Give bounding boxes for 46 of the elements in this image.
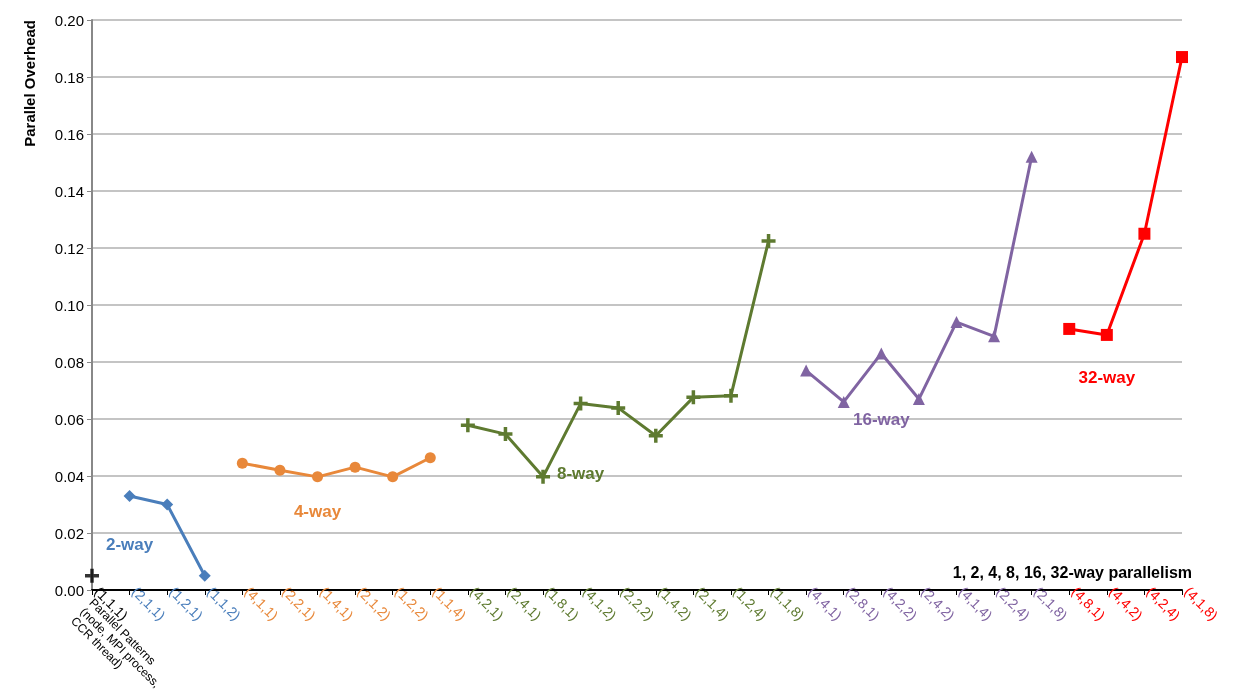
point bbox=[349, 461, 361, 473]
series-label: 16-way bbox=[852, 409, 911, 429]
point bbox=[387, 471, 399, 483]
point bbox=[498, 427, 513, 442]
point bbox=[274, 464, 286, 476]
y-tick-label: 0.08 bbox=[54, 353, 84, 371]
point bbox=[988, 330, 1001, 343]
y-axis-title: Parallel Overhead bbox=[21, 20, 38, 147]
point bbox=[611, 400, 626, 415]
series-label: 4-way bbox=[293, 502, 342, 522]
annotation: 1, 2, 4, 8, 16, 32-way parallelism bbox=[952, 563, 1193, 581]
point bbox=[875, 347, 888, 360]
y-tick-label: 0.16 bbox=[54, 125, 84, 143]
y-tick-label: 0.10 bbox=[54, 296, 84, 314]
point bbox=[123, 489, 136, 502]
point bbox=[198, 569, 211, 582]
point bbox=[1100, 328, 1113, 341]
point bbox=[85, 568, 99, 583]
series-label: 32-way bbox=[1078, 367, 1136, 387]
point bbox=[161, 498, 174, 511]
series-label: 2-way bbox=[105, 534, 154, 554]
series-label: 8-way bbox=[557, 464, 605, 484]
point bbox=[800, 364, 813, 377]
y-tick-label: 0.00 bbox=[54, 581, 84, 599]
y-tick-label: 0.02 bbox=[54, 524, 84, 542]
y-tick-label: 0.14 bbox=[54, 182, 84, 200]
y-tick-label: 0.04 bbox=[54, 467, 84, 485]
point bbox=[912, 393, 925, 406]
y-tick-label: 0.20 bbox=[54, 11, 84, 29]
y-tick-label: 0.06 bbox=[54, 410, 84, 428]
point bbox=[536, 469, 551, 484]
point bbox=[1176, 51, 1188, 64]
point bbox=[424, 452, 436, 464]
point bbox=[460, 418, 475, 433]
point bbox=[761, 233, 776, 248]
y-tick-label: 0.18 bbox=[54, 68, 84, 86]
point bbox=[837, 395, 850, 408]
y-tick-label: 0.12 bbox=[54, 239, 84, 257]
point bbox=[1138, 227, 1151, 240]
point bbox=[723, 388, 738, 403]
point bbox=[648, 428, 663, 443]
point bbox=[1025, 150, 1038, 163]
point bbox=[236, 457, 248, 469]
point bbox=[950, 316, 963, 329]
point bbox=[1063, 322, 1076, 335]
point bbox=[312, 471, 324, 483]
